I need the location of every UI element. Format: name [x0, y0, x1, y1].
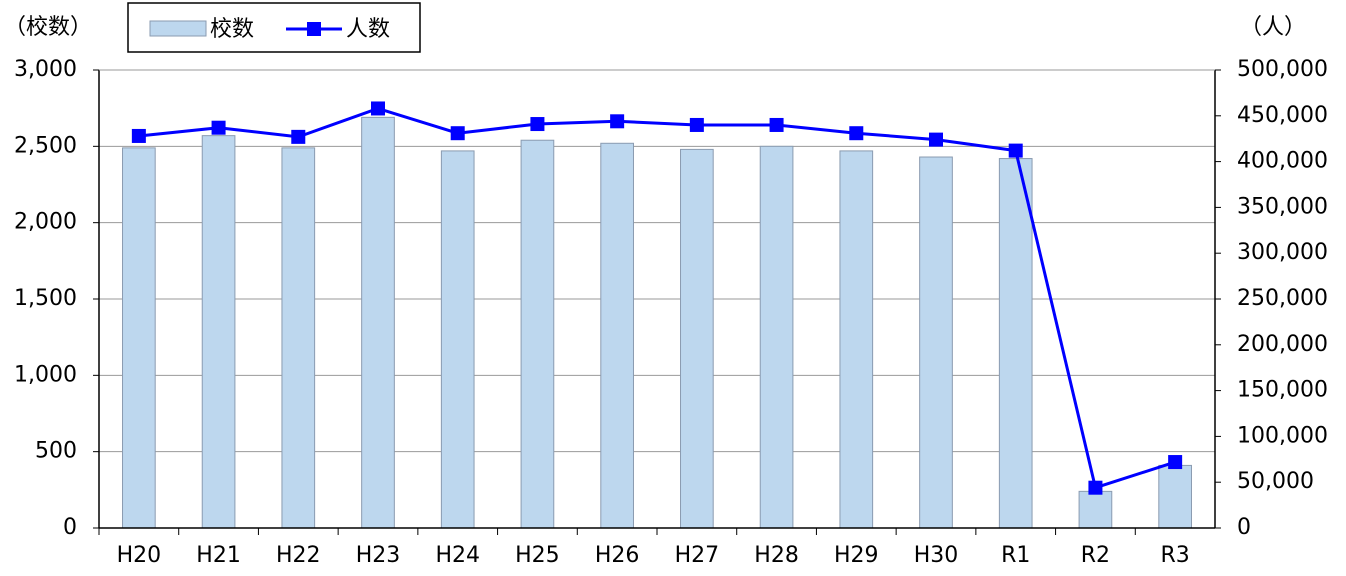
x-tick-label: H24	[435, 543, 480, 568]
x-tick-label: R2	[1081, 543, 1110, 568]
x-tick-label: H27	[675, 543, 720, 568]
x-tick-label: H25	[515, 543, 560, 568]
y2-tick-label: 250,000	[1237, 286, 1328, 311]
line-marker	[849, 126, 864, 141]
bar	[1078, 490, 1113, 529]
line-marker	[530, 117, 545, 132]
y-tick-label: 500	[35, 439, 77, 464]
bar	[839, 150, 874, 529]
bar	[281, 147, 316, 529]
bar	[998, 158, 1033, 529]
y2-tick-label: 300,000	[1237, 240, 1328, 265]
y2-tick-label: 200,000	[1237, 332, 1328, 357]
y2-tick-label: 350,000	[1237, 194, 1328, 219]
line-marker	[769, 117, 784, 132]
line-marker	[1008, 143, 1023, 158]
x-tick-label: H30	[914, 543, 959, 568]
y-tick-label: 1,500	[14, 286, 77, 311]
x-tick-label: H20	[117, 543, 162, 568]
y-tick-label: 1,000	[14, 362, 77, 387]
line-marker	[131, 128, 146, 143]
line-marker	[211, 120, 226, 135]
y2-tick-label: 500,000	[1237, 57, 1328, 82]
x-tick-label: H22	[276, 543, 321, 568]
y-tick-label: 0	[63, 515, 77, 540]
x-tick-label: H29	[834, 543, 879, 568]
x-tick-label: H28	[754, 543, 799, 568]
y-tick-label: 2,500	[14, 133, 77, 158]
x-tick-label: R1	[1001, 543, 1030, 568]
y-axis-label: （校数）	[4, 15, 92, 40]
y2-tick-label: 450,000	[1237, 103, 1328, 128]
line-marker	[929, 132, 943, 147]
y2-tick-label: 400,000	[1237, 149, 1328, 174]
line-marker	[371, 101, 385, 116]
bar	[1158, 464, 1192, 529]
bar	[520, 139, 555, 529]
y2-tick-label: 0	[1237, 515, 1251, 540]
y2-tick-label: 100,000	[1237, 423, 1328, 448]
bar	[201, 135, 236, 529]
line-marker	[450, 126, 465, 141]
line-marker	[1168, 455, 1183, 470]
legend-label: 人数	[346, 17, 390, 42]
line-marker	[291, 129, 306, 144]
bar	[361, 116, 395, 529]
x-tick-label: H21	[196, 543, 241, 568]
x-tick-label: H23	[356, 543, 401, 568]
y2-tick-label: 150,000	[1237, 378, 1328, 403]
line-marker	[1088, 480, 1103, 495]
legend-swatch	[149, 20, 207, 37]
bar	[122, 147, 156, 529]
y2-tick-label: 50,000	[1237, 469, 1314, 494]
bar	[440, 150, 475, 529]
line-marker	[610, 114, 625, 129]
y2-axis-label: （人）	[1240, 15, 1306, 40]
legend-swatch-marker	[307, 22, 321, 36]
bar	[919, 156, 953, 529]
legend-label: 校数	[210, 17, 254, 42]
x-tick-label: H26	[595, 543, 640, 568]
y-tick-label: 3,000	[14, 57, 77, 82]
bar	[680, 148, 714, 529]
bar	[759, 145, 794, 529]
bar	[600, 142, 634, 529]
x-tick-label: R3	[1160, 543, 1189, 568]
line-marker	[689, 117, 704, 132]
line	[138, 106, 1176, 490]
y-tick-label: 2,000	[14, 210, 77, 235]
